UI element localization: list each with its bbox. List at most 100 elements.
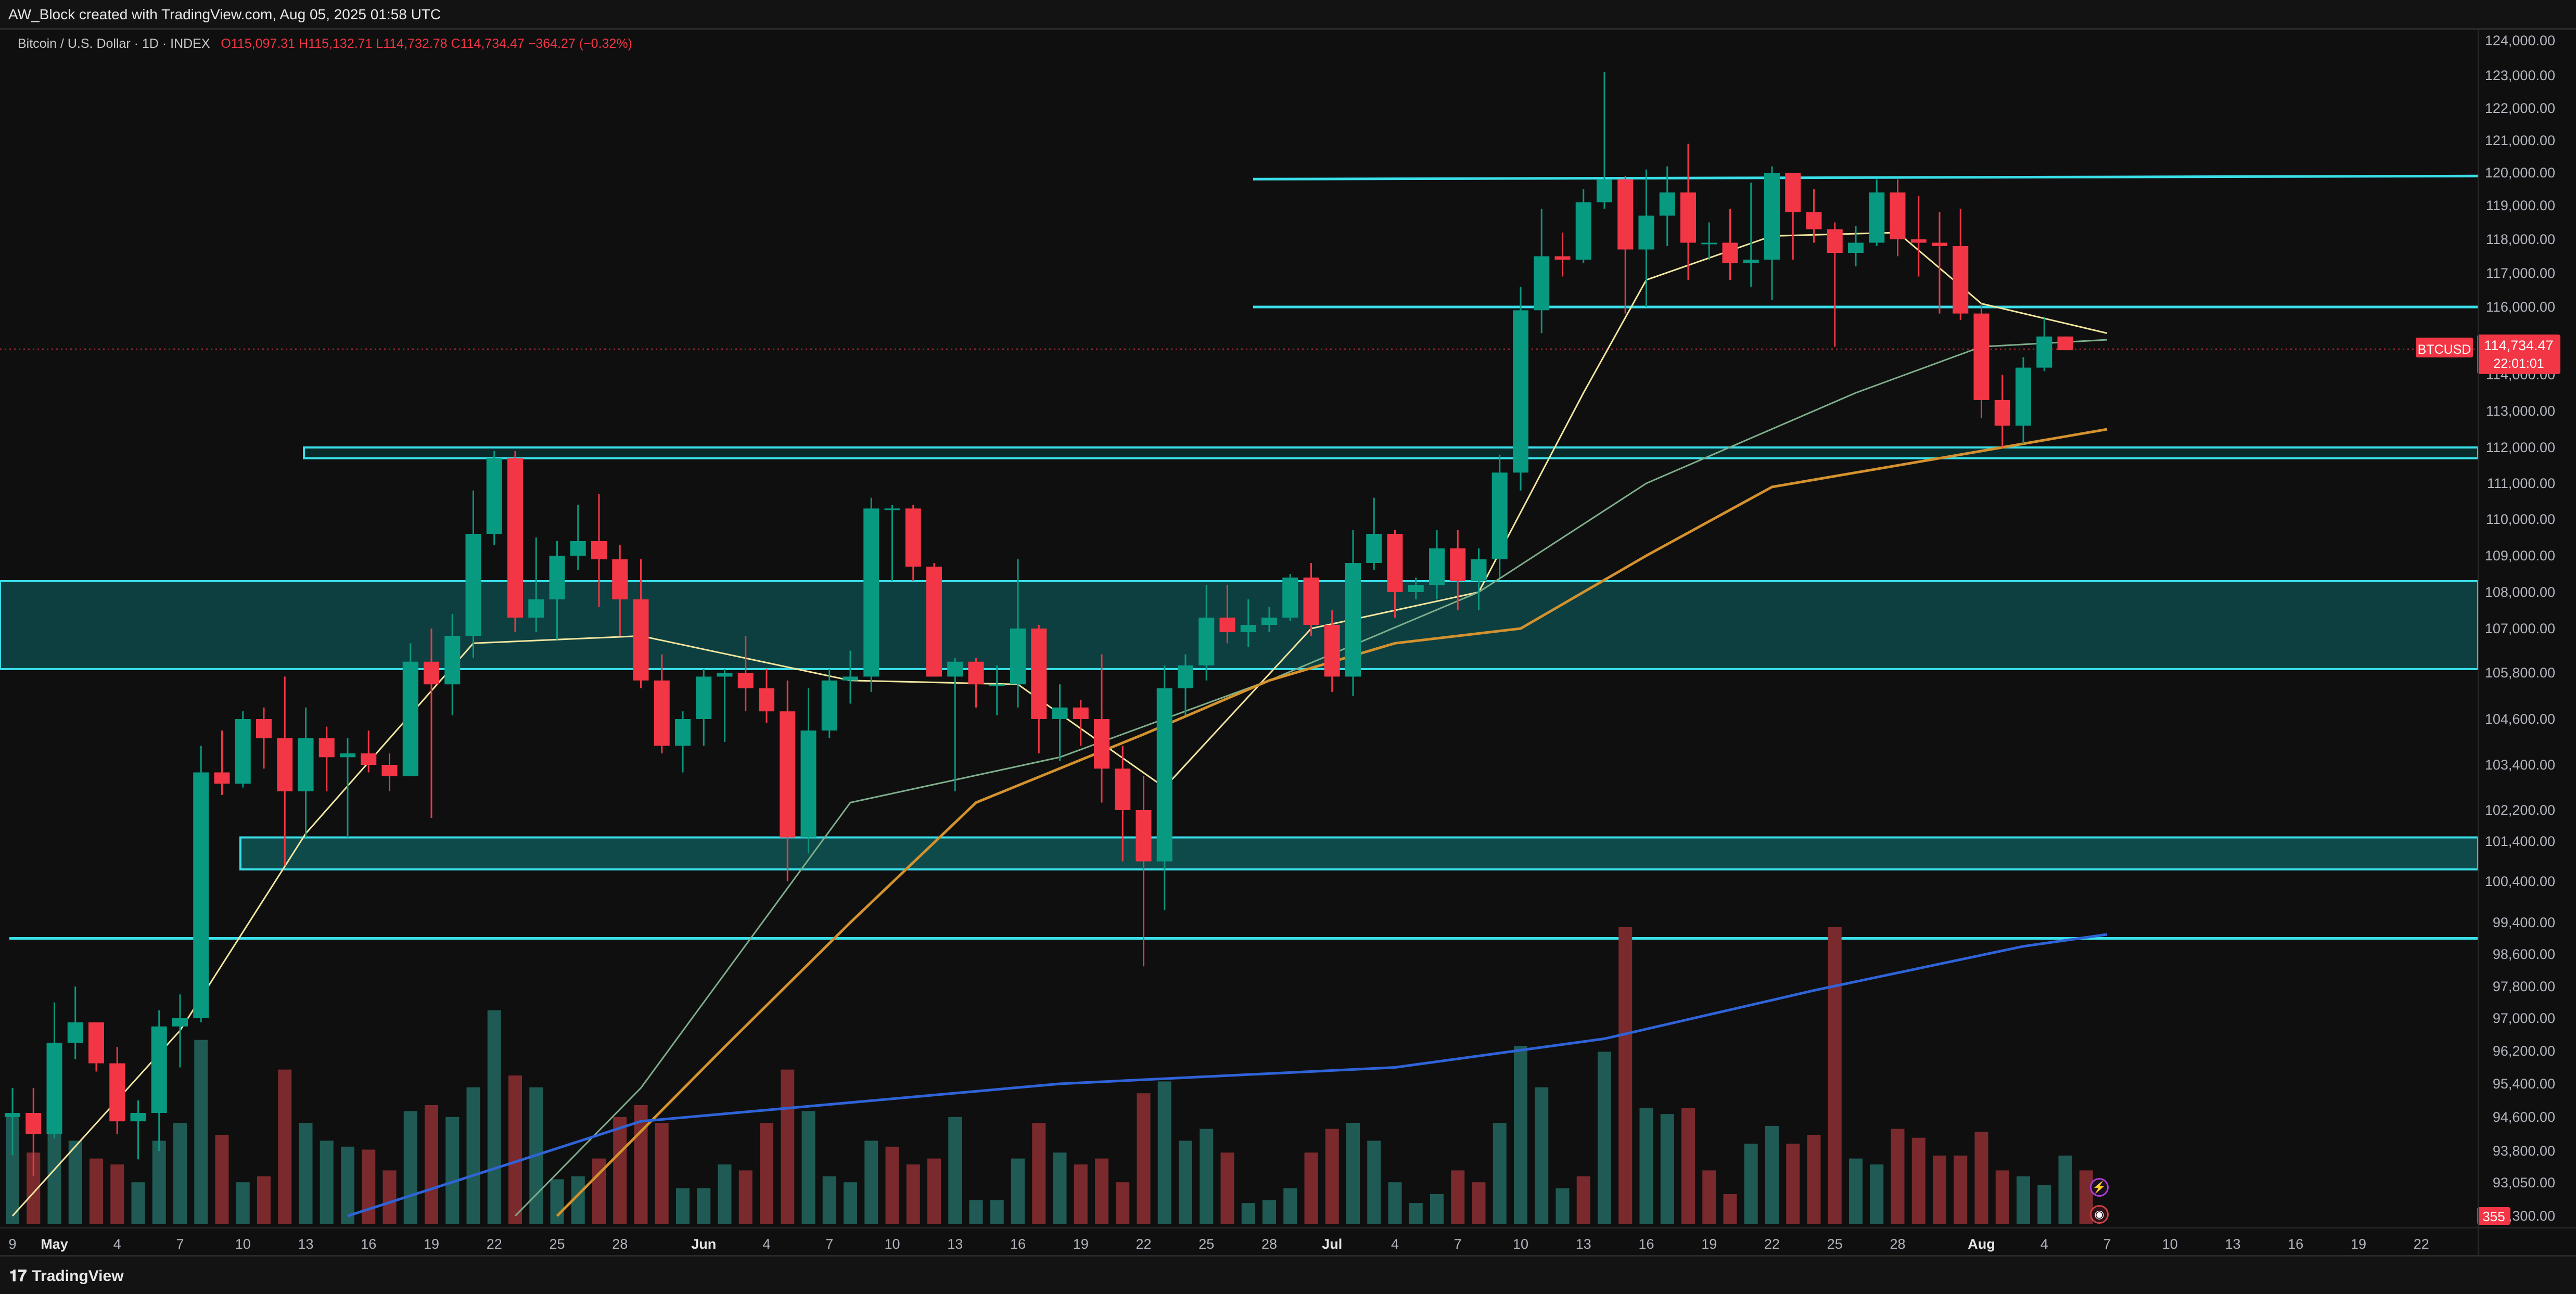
volume-bar [299,1123,313,1224]
volume-bar [1535,1087,1549,1224]
candle-body [277,738,293,791]
volume-bar [320,1141,334,1224]
volume-bar [1681,1108,1695,1224]
date-tick-label: 22 [1136,1236,1151,1252]
candle-body [633,599,649,681]
symbol-legend: Bitcoin / U.S. Dollar · 1D · INDEX O115,… [18,36,632,52]
candlesticks [5,72,2073,1176]
volume-bar [1074,1164,1088,1224]
volume-bar [131,1182,145,1224]
date-tick-label: 28 [612,1236,628,1252]
symbol-tag-label: BTCUSD [2418,342,2471,357]
candle-body [67,1022,83,1043]
price-tick-label: 111,000.00 [2487,476,2555,491]
volume-bar [1618,927,1633,1224]
candle-body [1345,563,1361,677]
volume-bar [1053,1152,1067,1224]
price-tick-label: 94,600.00 [2493,1109,2555,1125]
volume-bar [1849,1158,1863,1224]
volume-bar [550,1179,564,1224]
candle-body [528,599,544,618]
volume-bar [1974,1132,1988,1224]
volume-bar [801,1111,815,1224]
price-tick-label: 121,000.00 [2485,133,2555,148]
candle-body [1198,618,1215,665]
candle-body [2016,367,2031,426]
volume-bar [173,1123,187,1224]
candle-body [780,711,796,838]
volume-bar [1325,1129,1339,1224]
volume-bar [1493,1123,1507,1224]
candle-body [424,661,439,685]
candle-body [1282,578,1298,618]
date-tick-label: 13 [2225,1236,2240,1252]
date-tick-label: 7 [825,1236,833,1252]
volume-bar [738,1170,753,1224]
candle-body [507,458,523,618]
date-tick-label: 19 [1073,1236,1089,1252]
candle-body [1156,688,1172,862]
candle-body [172,1018,188,1027]
volume-tag-label: 355 [2482,1209,2505,1224]
price-tick-label: 123,000.00 [2485,68,2555,83]
candle-body [1827,229,1843,253]
candle-body [1073,707,1089,719]
candle-body [1366,534,1382,563]
countdown-label: 22:01:01 [2493,356,2544,371]
volume-bar [948,1117,962,1224]
candle-body [1387,534,1403,592]
candle-body [1994,400,2010,426]
candle-body [486,458,502,534]
date-tick-label: 10 [2162,1236,2178,1252]
volume-bar [1451,1170,1465,1224]
price-tick-label: 101,400.00 [2485,834,2555,849]
volume-bar [1555,1188,1570,1224]
date-tick-label: 19 [2351,1236,2366,1252]
support-resistance-zones [0,174,2479,940]
volume-bar [781,1069,795,1224]
open-value: O115,097.31 [221,36,296,51]
volume-bar [844,1182,857,1224]
volume-bar [1472,1182,1486,1224]
date-tick-label: 22 [1764,1236,1780,1252]
date-tick-label: 22 [2414,1236,2429,1252]
candle-body [381,765,398,776]
candle-body [821,680,837,731]
time-axis[interactable]: 9 May 4 7 10 13 16 19 22 25 28 Jun 4 7 10 13 16 19 22 25 28 J… [0,28,2576,1255]
candle-body [1659,192,1675,216]
tv-icon: 𝟏𝟕 [9,1267,27,1285]
volume-bar [1954,1155,1968,1224]
candle-body [1953,246,1969,314]
candle-body [1491,472,1508,559]
date-tick-label: Aug [1968,1236,1995,1252]
lightning-icon[interactable]: ⚡ [2090,1178,2109,1197]
candle-body [1638,215,1654,250]
volume-bar [1576,1176,1590,1224]
price-tick-label: 93,800.00 [2493,1143,2555,1159]
candle-body [905,508,921,567]
candle-body [109,1063,125,1122]
candle-body [1094,719,1110,769]
candle-body [1973,313,1990,400]
candle-body [1052,707,1068,719]
candle-body [612,559,628,599]
candle-body [1240,625,1256,633]
symbol-tag-background [2416,337,2473,357]
candle-body [444,636,461,685]
brand-label: TradingView [32,1267,124,1285]
price-axis[interactable]: 124,000.00 123,000.00 122,000.00 121,000.00… [2416,28,2576,1255]
tradingview-logo[interactable]: 𝟏𝟕 TradingView [9,1267,124,1285]
moving-average-line [347,933,2108,1218]
candle-body [1932,242,1947,246]
price-tick-label: 105,800.00 [2485,665,2555,681]
candle-body [759,688,774,712]
price-tick-label: 112,000.00 [2486,440,2555,455]
moving-average-line [514,339,2108,1217]
price-tick-label: 119,000.00 [2486,198,2555,213]
high-value: H115,132.71 [299,36,373,51]
candle-body [989,684,1005,686]
price-tick-label: 117,000.00 [2486,265,2555,281]
flag-icon[interactable]: ◉ [2090,1205,2109,1224]
candle-body [25,1113,42,1134]
